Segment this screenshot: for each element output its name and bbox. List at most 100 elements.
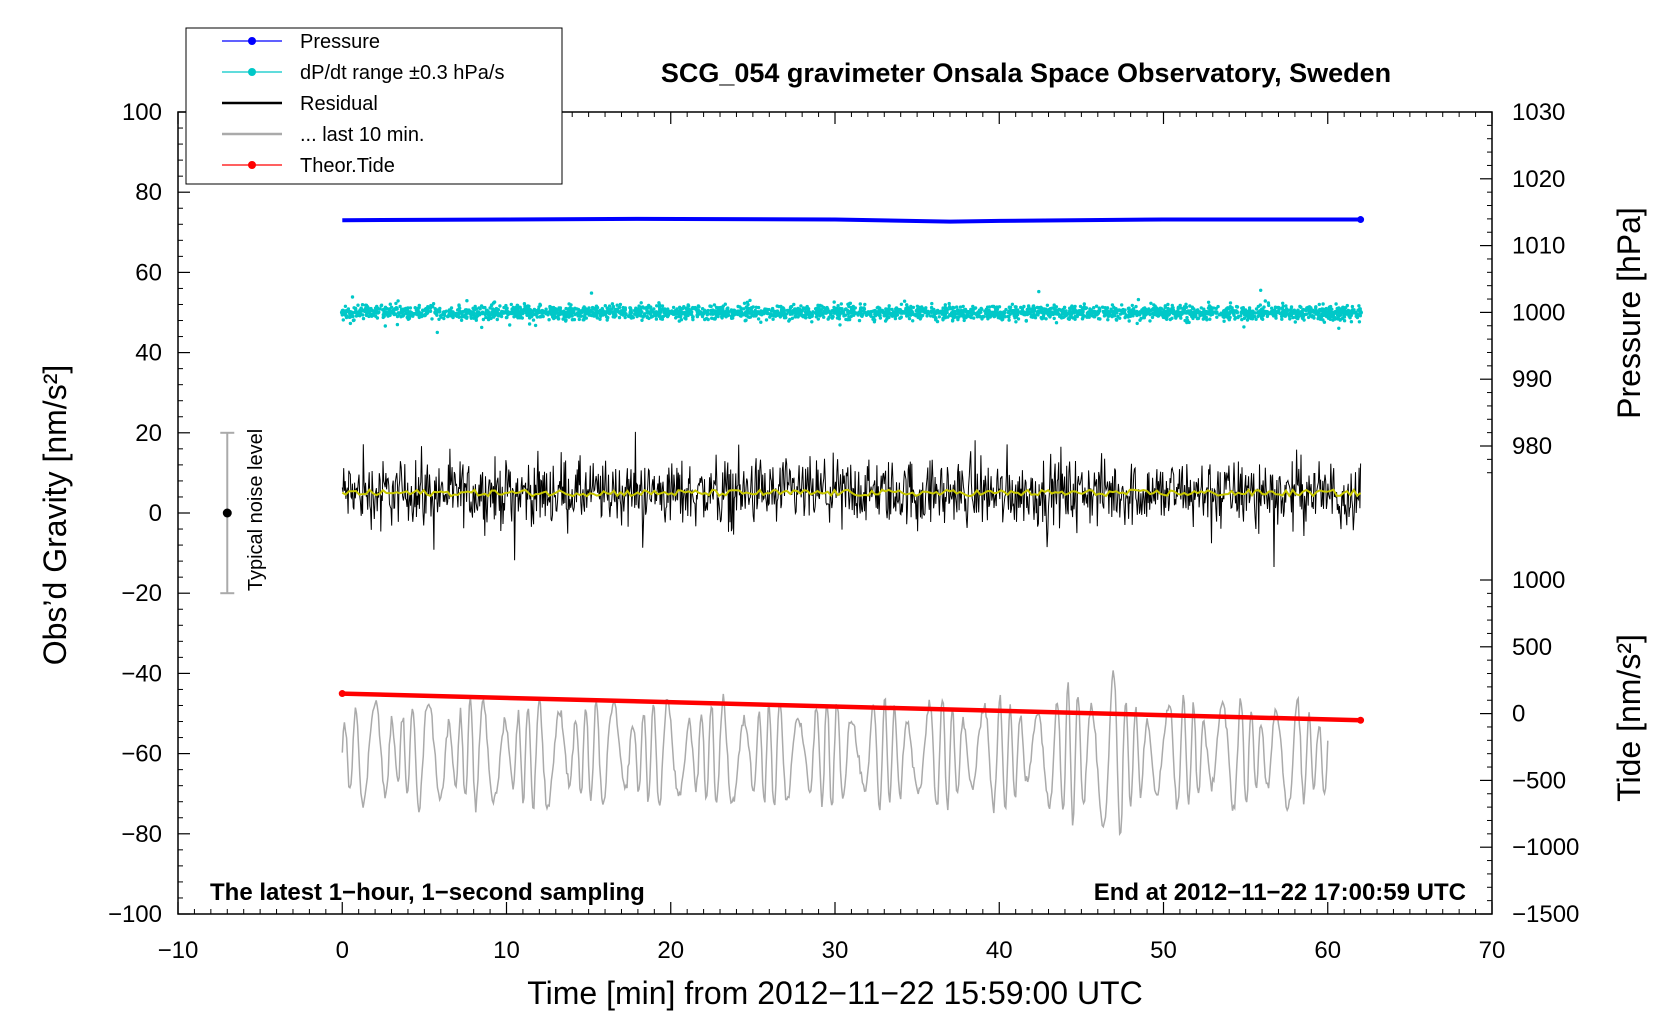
dpdt-point — [527, 322, 532, 326]
residual-smoothed-line — [341, 488, 1362, 498]
noise-bar-center — [222, 508, 232, 518]
dpdt-point — [1075, 313, 1079, 318]
dpdt-point — [604, 315, 609, 319]
dpdt-center-point — [721, 310, 727, 315]
dpdt-center-point — [1137, 310, 1143, 315]
dpdt-point — [498, 304, 502, 308]
dpdt-point — [635, 314, 639, 319]
dpdt-point — [1199, 306, 1204, 310]
dpdt-point — [754, 314, 758, 318]
dpdt-center-point — [1112, 310, 1117, 315]
dpdt-point — [1092, 315, 1096, 319]
dpdt-point — [1202, 316, 1206, 321]
dpdt-point — [871, 315, 876, 320]
dpdt-center-point — [883, 310, 888, 315]
dpdt-point — [804, 316, 808, 320]
dpdt-point — [474, 307, 479, 311]
dpdt-point — [1166, 302, 1170, 307]
x-tick-label: 10 — [493, 937, 520, 964]
dpdt-point — [523, 304, 527, 308]
dpdt-point — [710, 316, 714, 320]
dpdt-point — [1253, 311, 1258, 315]
dpdt-point — [1279, 314, 1284, 319]
dpdt-point — [1128, 314, 1133, 318]
dpdt-center-point — [484, 310, 489, 315]
plot-frame — [177, 111, 1493, 915]
dpdt-point — [589, 313, 593, 317]
dpdt-point — [603, 304, 607, 308]
dpdt-point — [768, 315, 772, 319]
y-tick-label-left: −20 — [121, 580, 162, 607]
dpdt-center-point — [1086, 310, 1092, 315]
dpdt-point — [1191, 306, 1195, 310]
dpdt-center-point — [356, 310, 362, 315]
dpdt-point — [1130, 303, 1135, 308]
dpdt-point — [1127, 306, 1131, 310]
dpdt-point — [1289, 305, 1294, 309]
dpdt-point — [504, 315, 509, 320]
dpdt-point — [448, 314, 452, 318]
y-tick-label-left: −80 — [121, 821, 162, 848]
dpdt-point — [849, 314, 853, 319]
tide-end-point — [1357, 716, 1365, 724]
dpdt-center-point — [764, 310, 769, 315]
dpdt-point — [1188, 304, 1192, 308]
dpdt-point — [810, 320, 814, 324]
dpdt-point — [763, 307, 767, 311]
dpdt-point — [802, 313, 806, 318]
dpdt-point — [1212, 306, 1216, 310]
dpdt-point — [735, 312, 740, 317]
dpdt-point — [640, 318, 644, 322]
dpdt-point — [887, 304, 891, 308]
dpdt-point — [1226, 316, 1231, 320]
dpdt-point — [1031, 304, 1036, 308]
dpdt-point — [1310, 315, 1314, 319]
dpdt-point — [1302, 318, 1306, 322]
dpdt-point — [1183, 318, 1187, 323]
dpdt-point — [1065, 312, 1069, 316]
dpdt-center-point — [891, 310, 897, 315]
dpdt-center-point — [1180, 310, 1185, 315]
dpdt-point — [595, 315, 599, 319]
annotation-left: The latest 1−hour, 1−second sampling — [210, 879, 645, 906]
legend: Pressure dP/dt range ±0.3 hPa/s Residual..… — [185, 27, 563, 185]
dpdt-point — [814, 307, 818, 311]
dpdt-center-point — [636, 310, 642, 315]
pressure-tick-label: 1020 — [1512, 166, 1565, 193]
dpdt-point — [756, 305, 761, 310]
dpdt-center-point — [339, 310, 345, 315]
legend-swatch-dot — [248, 161, 256, 169]
dpdt-point — [660, 304, 665, 308]
dpdt-point — [1136, 297, 1141, 302]
y-tick-label-left: 0 — [149, 500, 162, 527]
dpdt-center-point — [1154, 310, 1160, 315]
dpdt-point — [838, 323, 842, 327]
dpdt-point — [404, 311, 409, 316]
dpdt-point — [1336, 306, 1341, 310]
dpdt-point — [1286, 308, 1291, 312]
dpdt-point — [684, 306, 688, 310]
dpdt-center-point — [518, 310, 523, 315]
dpdt-point — [726, 313, 731, 317]
dpdt-point — [731, 316, 735, 320]
dpdt-point — [941, 317, 945, 321]
dpdt-point — [994, 306, 998, 311]
dpdt-point — [1195, 316, 1200, 321]
dpdt-point — [916, 305, 921, 309]
tide-tick-label: 0 — [1512, 701, 1525, 728]
dpdt-center-point — [1069, 310, 1075, 315]
dpdt-point — [367, 314, 371, 319]
dpdt-point — [860, 314, 864, 318]
dpdt-point — [459, 318, 464, 322]
dpdt-point — [561, 317, 565, 321]
x-axis-title: Time [min] from 2012−11−22 15:59:00 UTC — [527, 975, 1142, 1011]
dpdt-point — [832, 300, 836, 304]
dpdt-point — [539, 309, 544, 313]
dpdt-point — [1058, 314, 1062, 319]
residual-line — [341, 431, 1362, 568]
tide-line — [342, 691, 1361, 723]
dpdt-center-point — [772, 310, 778, 315]
dpdt-point — [799, 304, 803, 308]
dpdt-center-point — [569, 310, 574, 315]
